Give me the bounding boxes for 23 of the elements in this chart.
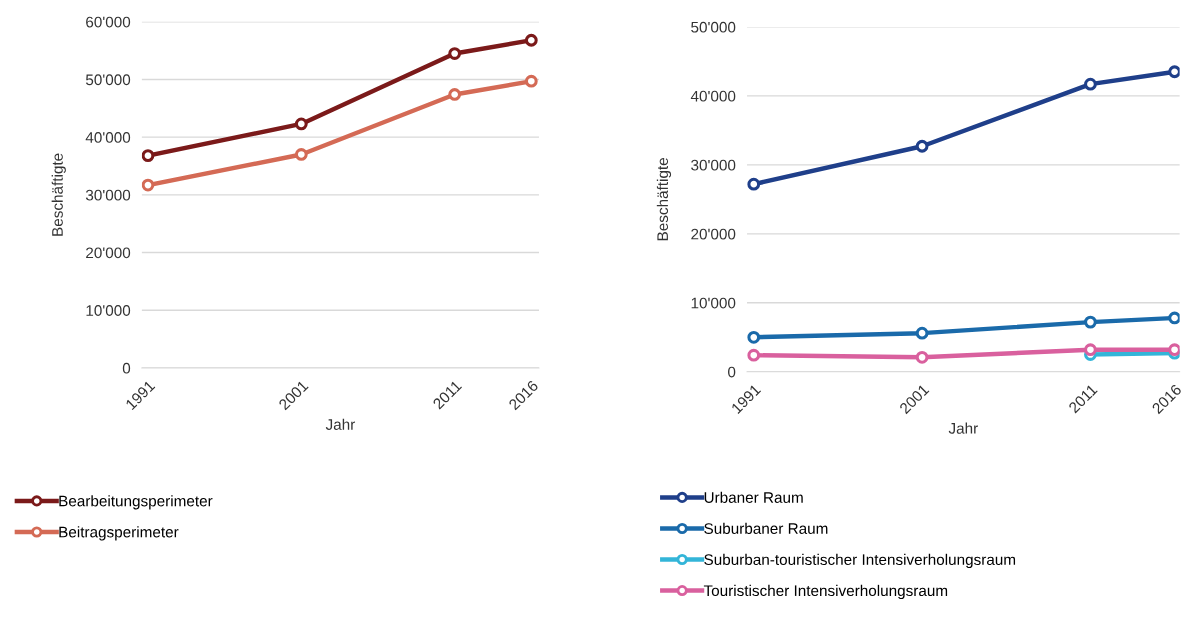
y-tick-label: 10'000 <box>86 305 131 316</box>
y-tick-label: 20'000 <box>86 247 131 259</box>
y-tick-label: 40'000 <box>85 132 131 143</box>
y-tick-label: 0 <box>728 366 736 378</box>
y-tick-label: 60'000 <box>86 16 131 28</box>
y-tick-label: 50'000 <box>691 21 736 33</box>
legend-label: Suburbaner Raum <box>704 522 828 534</box>
legend-label: Urbaner Raum <box>704 491 803 503</box>
y-tick-label: 30'000 <box>691 159 736 171</box>
y-tick-label: 30'000 <box>85 189 131 201</box>
y-axis-title: Beschäftigte <box>656 157 672 241</box>
legend-label: Bearbeitungsperimeter <box>59 495 213 510</box>
legend-label: Beitragsperimeter <box>59 526 179 541</box>
y-tick-label: 50'000 <box>85 74 131 86</box>
y-axis-title: Beschäftigte <box>51 153 66 236</box>
legend-label: Touristischer Intensiverholungsraum <box>703 584 948 600</box>
x-axis-title: Jahr <box>325 418 356 430</box>
y-tick-label: 0 <box>122 362 131 374</box>
y-tick-label: 10'000 <box>691 297 736 309</box>
y-tick-label: 20'000 <box>691 228 736 240</box>
legend-label: Suburban-touristischer Intensiverholungsraum <box>704 553 1016 569</box>
x-axis-title: Jahr <box>948 422 978 434</box>
y-tick-label: 40'000 <box>690 90 736 102</box>
